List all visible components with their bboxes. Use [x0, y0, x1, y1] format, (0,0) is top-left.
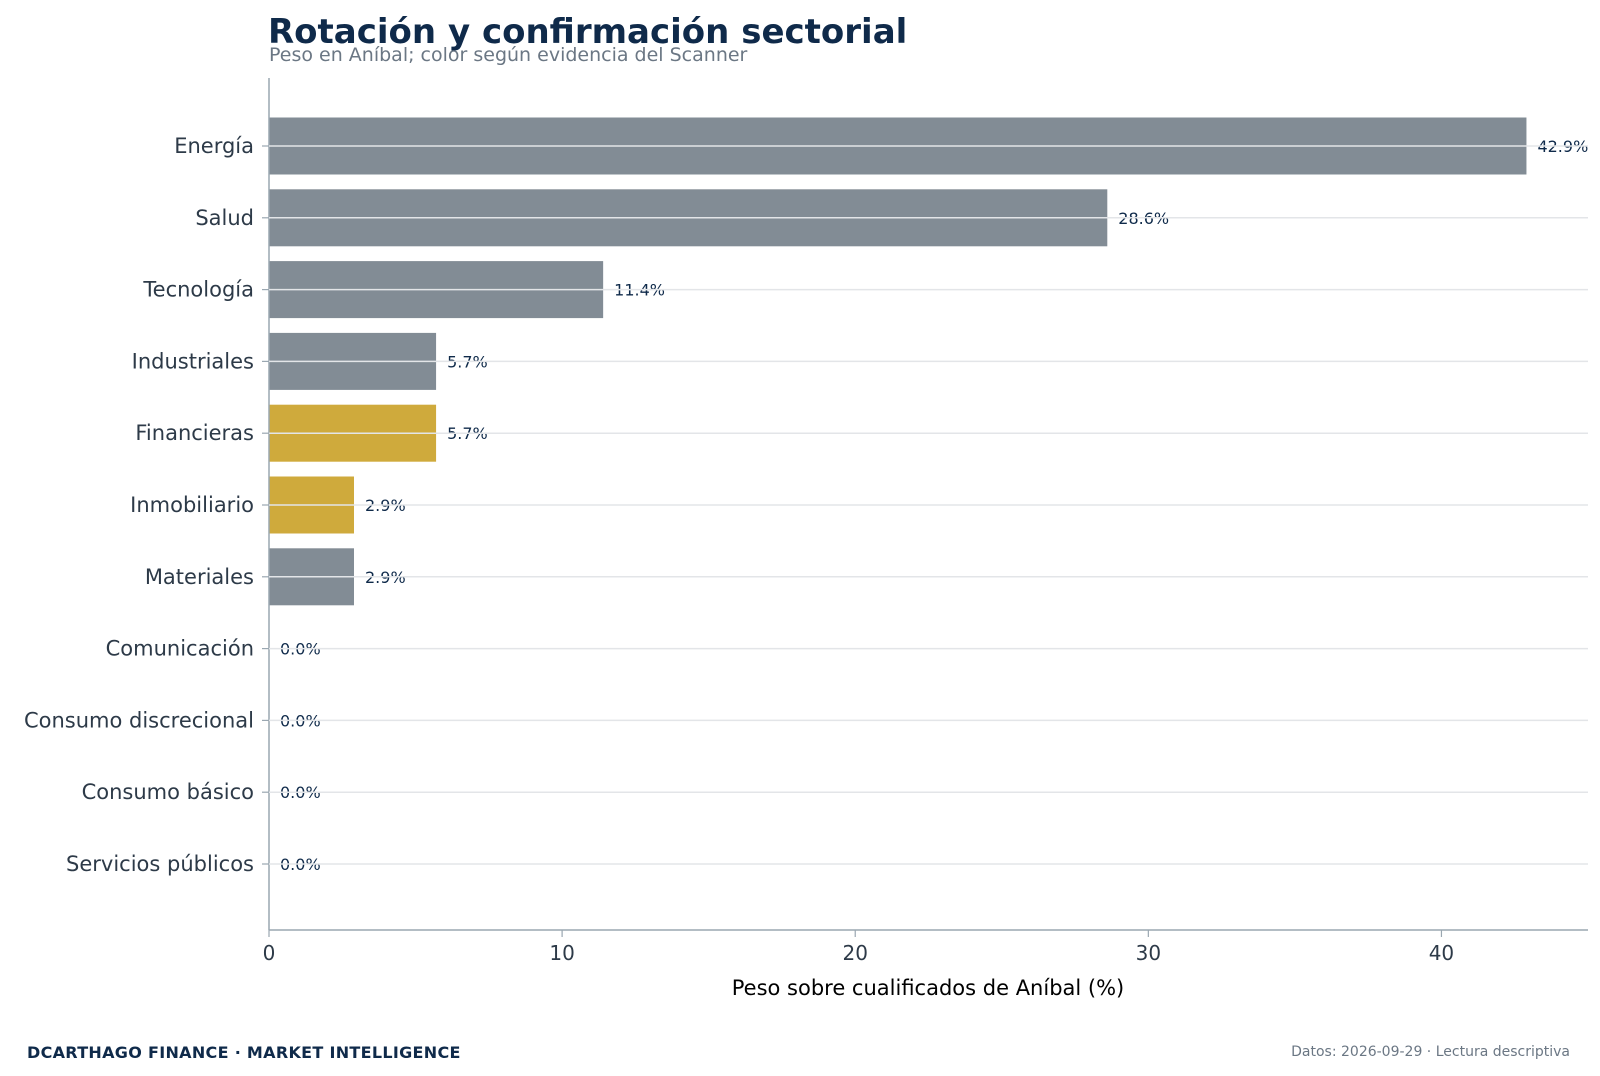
grid-lines — [269, 145, 1588, 865]
footer-brand: DCARTHAGO FINANCE · MARKET INTELLIGENCE — [27, 1043, 461, 1062]
category-label: Energía — [174, 134, 254, 158]
category-label: Materiales — [145, 565, 254, 589]
category-label: Comunicación — [106, 637, 254, 661]
x-tick-label: 30 — [1136, 941, 1161, 965]
category-label: Inmobiliario — [130, 493, 254, 517]
x-tick-label: 40 — [1429, 941, 1454, 965]
x-axis-label: Peso sobre cualificados de Aníbal (%) — [732, 976, 1125, 1000]
category-label: Servicios públicos — [66, 852, 254, 876]
category-label: Financieras — [135, 421, 254, 445]
chart-subtitle: Peso en Aníbal; color según evidencia de… — [269, 44, 748, 66]
x-tick-label: 0 — [263, 941, 276, 965]
x-tick-label: 10 — [549, 941, 574, 965]
category-label: Industriales — [132, 349, 254, 373]
labels: Energía 42.9%Salud 28.6%Tecnología 11.4%Ind… — [24, 134, 1588, 876]
category-label: Tecnología — [142, 278, 254, 302]
x-tick-label: 20 — [842, 941, 867, 965]
category-label: Consumo básico — [82, 780, 254, 804]
category-label: Consumo discrecional — [24, 708, 254, 732]
axes: 0 10 20 30 40 — [262, 78, 1588, 965]
chart-title: Rotación y confirmación sectorial — [268, 12, 907, 52]
footer-note: Datos: 2026-09-29 · Lectura descriptiva — [1291, 1044, 1570, 1060]
category-label: Salud — [195, 206, 254, 230]
